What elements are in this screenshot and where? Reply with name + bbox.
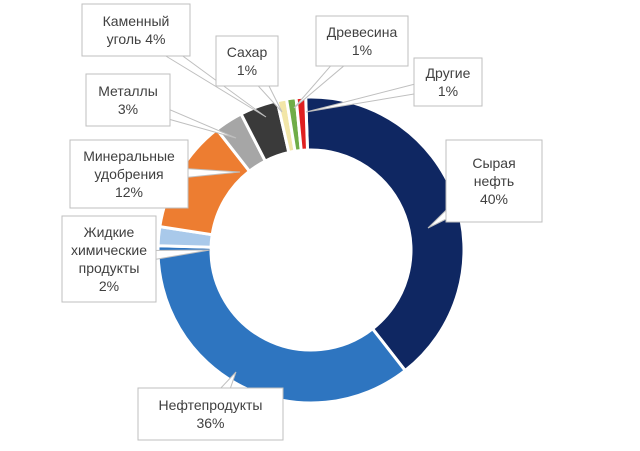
data-label-text: 1% [352,42,372,58]
data-label-text: Каменный [103,13,170,29]
data-label-callout-1: Нефтепродукты 36% [137,371,284,441]
data-label-callout-3: Минеральные удобрения 12% [69,139,241,209]
data-label-text: 40% [480,191,508,207]
data-label-text: уголь 4% [107,31,166,47]
data-label-text: 3% [118,101,138,117]
data-label-text: Древесина [327,24,398,40]
data-label-text: 36% [196,415,224,431]
data-label-text: Сырая [472,155,515,171]
data-label-callout-4: Металлы 3% [85,73,237,139]
data-label-callout-7: Древесина 1% [293,15,409,109]
data-label-text: 1% [237,62,257,78]
donut-slice-1 [156,244,408,405]
data-label-text: Минеральные [83,148,175,164]
data-label-text: продукты [79,260,140,276]
data-label-text: Жидкие [84,224,135,240]
data-label-text: Металлы [98,83,158,99]
data-label-text: нефть [474,173,514,189]
data-label-text: Сахар [227,44,268,60]
data-label-text: Другие [426,65,471,81]
donut-slice-8 [294,95,310,153]
data-label-callout-5: Каменный уголь 4% [81,3,267,118]
data-label-callout-6: Сахар 1% [215,35,283,113]
data-label-text: удобрения [94,166,163,182]
data-label-callout-2: Жидкие химические продукты 2% [61,215,211,303]
donut-slice-0 [304,95,466,373]
data-label-callout-0: Сырая нефть 40% [427,139,543,229]
data-label-text: 1% [438,83,458,99]
data-label-text: Нефтепродукты [159,397,263,413]
data-label-text: химические [71,242,147,258]
data-label-text: 2% [99,278,119,294]
data-label-text: 12% [115,184,143,200]
data-label-callout-8: Другие 1% [305,57,483,113]
